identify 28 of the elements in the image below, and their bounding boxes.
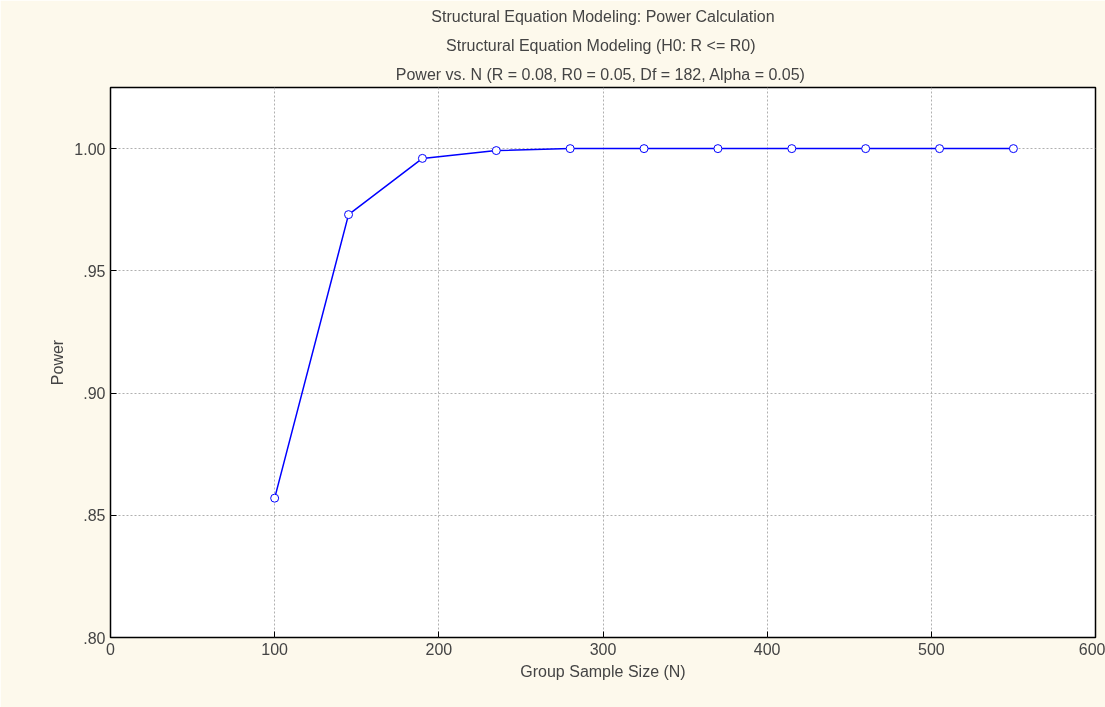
x-tick-label: 300 xyxy=(589,640,617,658)
point xyxy=(491,146,501,156)
y-tick-label: 1.00 xyxy=(74,140,106,158)
point xyxy=(417,153,427,163)
x-tick-label: 200 xyxy=(425,640,453,658)
x-tick-label: 0 xyxy=(106,640,116,658)
x-tick-label: 500 xyxy=(917,640,945,658)
y-tick-label: .85 xyxy=(83,507,106,525)
y-tick-label: .90 xyxy=(83,385,106,403)
point xyxy=(639,144,649,154)
chart-title: Structural Equation Modeling: Power Calculation xyxy=(431,7,775,25)
text: Power vs. N (R = 0.08, R0 = 0.05, Df = 182, Alpha = 0.05) xyxy=(395,65,805,83)
point xyxy=(344,210,354,220)
y-axis-title: Power xyxy=(49,339,67,386)
y-tick-label: .95 xyxy=(83,262,106,280)
point xyxy=(270,493,280,503)
point xyxy=(787,144,797,154)
point xyxy=(713,144,723,154)
point xyxy=(1008,144,1018,154)
point xyxy=(861,144,871,154)
y-tick-label: .80 xyxy=(83,629,106,647)
point xyxy=(565,144,575,154)
x-tick-label: 100 xyxy=(261,640,289,658)
x-tick-label: 600 xyxy=(1078,640,1105,658)
x-axis-title: Group Sample Size (N) xyxy=(520,662,686,680)
chart-subtitle: Structural Equation Modeling (H0: R <= R0) xyxy=(446,36,756,54)
point xyxy=(935,144,945,154)
x-tick-label: 400 xyxy=(753,640,781,658)
